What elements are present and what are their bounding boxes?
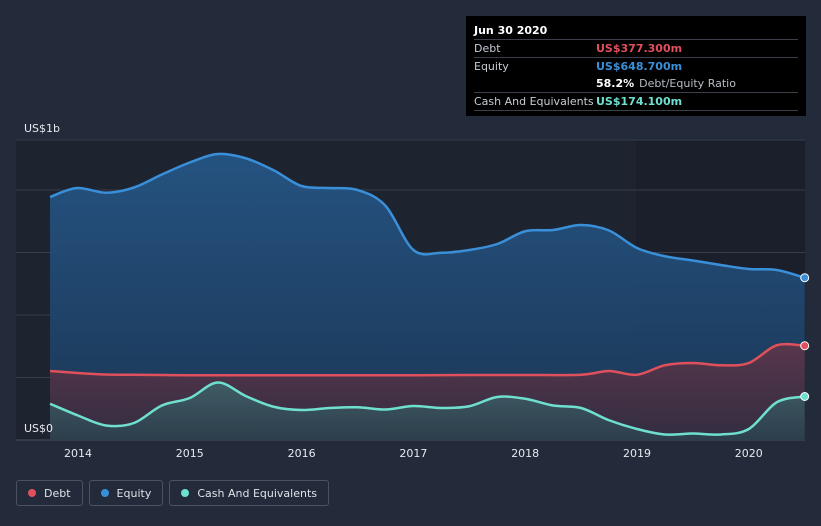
data-tooltip: Jun 30 2020 Debt US$377.300m Equity US$6… bbox=[466, 16, 806, 116]
tooltip-cash-value: US$174.100m bbox=[596, 95, 683, 108]
tooltip-date: Jun 30 2020 bbox=[474, 24, 548, 37]
cash-dot-icon bbox=[181, 489, 190, 497]
y-axis-min-label: US$0 bbox=[24, 422, 53, 435]
x-tick-label: 2014 bbox=[64, 447, 92, 460]
x-tick-label: 2017 bbox=[399, 447, 427, 460]
tooltip-ratio-value: 58.2% bbox=[596, 77, 635, 90]
cash-area bbox=[50, 382, 805, 440]
legend-debt-label: Debt bbox=[44, 486, 71, 500]
tooltip-debt-row: Debt US$377.300m bbox=[474, 39, 798, 57]
legend-equity-label: Equity bbox=[116, 486, 152, 500]
tooltip-equity-label: Equity bbox=[474, 60, 509, 73]
legend-item-debt[interactable]: Debt bbox=[16, 480, 83, 506]
legend-cash-label: Cash And Equivalents bbox=[197, 486, 317, 500]
equity-endpoint bbox=[800, 273, 810, 283]
debt-dot-icon bbox=[28, 489, 36, 497]
x-tick-label: 2020 bbox=[735, 447, 763, 460]
tooltip-cash-label: Cash And Equivalents bbox=[474, 95, 594, 108]
equity-area bbox=[50, 153, 805, 440]
tooltip-debt-value: US$377.300m bbox=[596, 42, 683, 55]
chart-legend: Debt Equity Cash And Equivalents bbox=[16, 480, 329, 506]
x-tick-label: 2018 bbox=[511, 447, 539, 460]
tooltip-ratio-label: Debt/Equity Ratio bbox=[639, 77, 736, 90]
equity-dot-icon bbox=[100, 489, 109, 497]
debt-endpoint bbox=[800, 341, 810, 351]
x-tick-label: 2019 bbox=[623, 447, 651, 460]
tooltip-equity-row: Equity US$648.700m bbox=[474, 57, 798, 75]
debt-line bbox=[49, 342, 805, 377]
x-tick-label: 2016 bbox=[288, 447, 316, 460]
tooltip-cash-row: Cash And Equivalents US$174.100m bbox=[474, 92, 798, 111]
equity-line bbox=[49, 152, 806, 279]
x-tick-label: 2015 bbox=[176, 447, 204, 460]
legend-item-cash[interactable]: Cash And Equivalents bbox=[169, 480, 329, 506]
cash-line bbox=[49, 381, 805, 436]
y-axis-max-label: US$1b bbox=[24, 122, 60, 135]
tooltip-debt-label: Debt bbox=[474, 42, 501, 55]
tooltip-ratio-row: 58.2% Debt/Equity Ratio bbox=[474, 75, 798, 92]
legend-item-equity[interactable]: Equity bbox=[88, 480, 164, 506]
cash-endpoint bbox=[800, 392, 810, 401]
tooltip-equity-value: US$648.700m bbox=[596, 60, 683, 73]
